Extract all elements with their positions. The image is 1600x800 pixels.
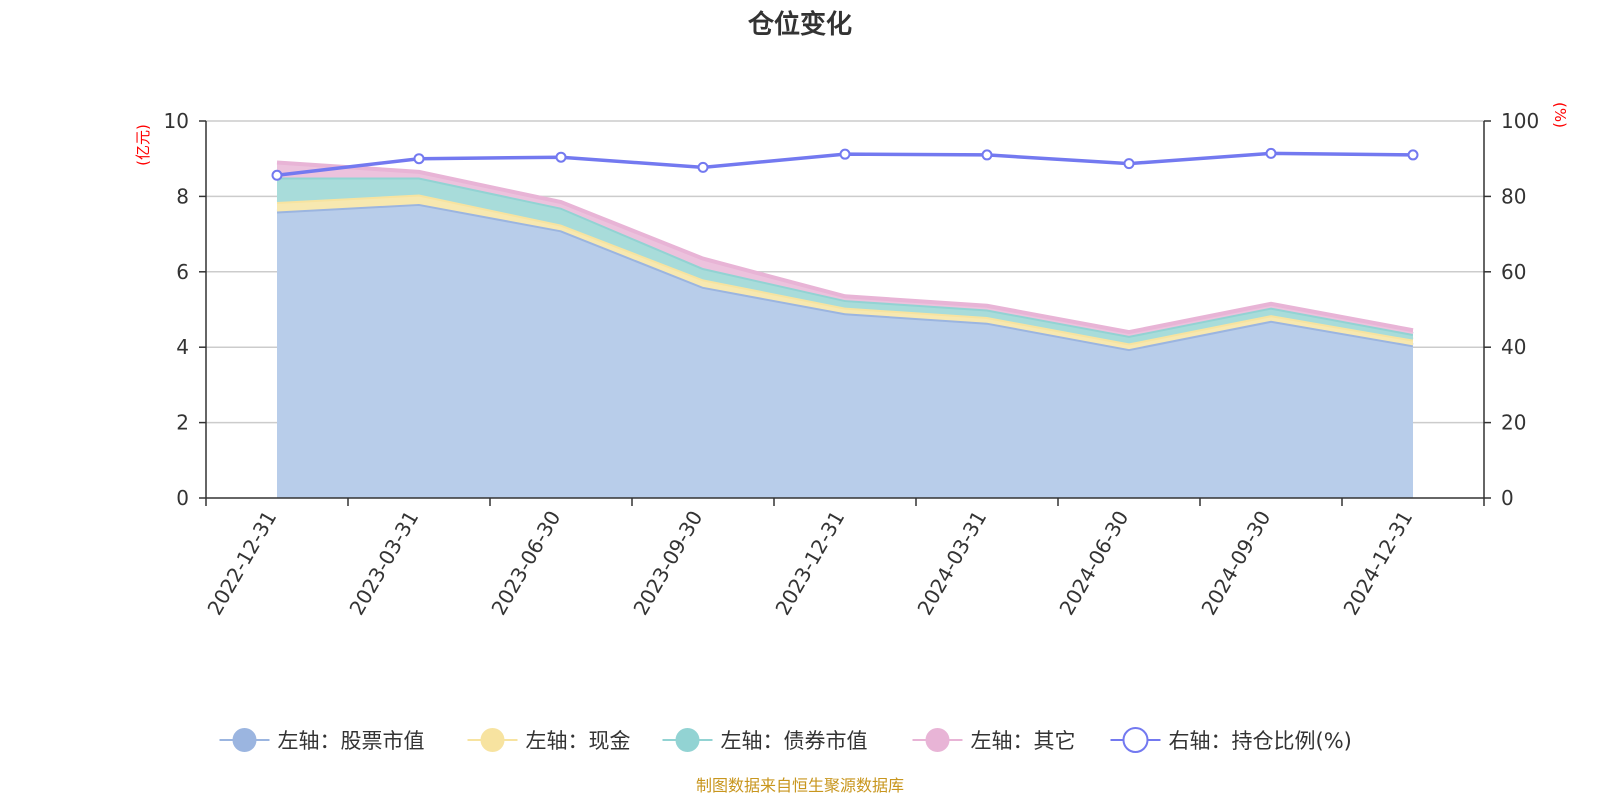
right-axis-tick-label: 100 [1501,109,1539,133]
area-line-3 [276,160,1414,335]
chart-title: 仓位变化 [747,9,852,40]
x-tick-label: 2022-12-31 [202,507,281,620]
legend: 左轴：股票市值 左轴：现金 左轴：债券市值 左轴：其它 右轴：持仓比例(%) [219,727,1352,753]
legend-marker [232,728,257,752]
x-tick-label: 2023-03-31 [344,507,423,620]
ratio-point [697,161,709,173]
legend-marker [675,728,700,752]
legend-marker [925,728,950,752]
area-3 [277,162,1413,336]
legend-item-2: 左轴：债券市值 [662,728,868,753]
x-tick-label: 2024-12-31 [1338,507,1417,620]
holding-ratio-series [271,147,1419,181]
left-axis-tick-label: 4 [176,335,189,359]
ratio-point [981,149,993,161]
area-2 [277,177,1413,344]
x-tick-label: 2024-06-30 [1054,507,1133,620]
legend-label: 左轴：股票市值 [278,729,425,753]
x-tick-label: 2023-12-31 [770,507,849,620]
legend-item-4: 右轴：持仓比例(%) [1110,727,1352,753]
left-axis-tick-label: 10 [164,109,189,133]
legend-item-0: 左轴：股票市值 [219,728,425,753]
area-0 [277,203,1413,498]
legend-label: 左轴：其它 [971,729,1076,753]
legend-label: 右轴：持仓比例(%) [1169,729,1352,753]
left-axis-tick-label: 6 [176,260,189,284]
ratio-point [555,151,567,163]
legend-marker [480,728,505,752]
data-source-note: 制图数据来自恒生聚源数据库 [696,776,904,795]
right-axis-tick-label: 0 [1501,486,1514,510]
left-axis-tick-label: 2 [176,411,189,435]
x-tick-label: 2023-06-30 [486,507,565,620]
right-axis-tick-label: 80 [1501,184,1526,208]
ratio-point [1123,158,1135,170]
ratio-point [839,148,851,160]
right-axis-tick-label: 60 [1501,260,1526,284]
ratio-point [413,153,425,165]
x-tick-label: 2023-09-30 [628,507,707,620]
left-axis-tick-label: 0 [176,486,189,510]
legend-item-1: 左轴：现金 [467,728,631,753]
legend-marker [1122,727,1149,753]
right-axis-tick-label: 40 [1501,335,1526,359]
stacked-areas [276,160,1414,498]
legend-label: 左轴：现金 [526,729,631,753]
legend-item-3: 左轴：其它 [912,728,1076,753]
right-axis-unit: (%) [1551,102,1569,128]
left-axis-tick-label: 8 [176,184,189,208]
ratio-point [271,169,283,181]
left-axis-unit: (亿元) [134,124,152,166]
x-tick-label: 2024-03-31 [912,507,991,620]
ratio-point [1265,147,1277,159]
ratio-point [1407,149,1419,161]
right-axis-tick-label: 20 [1501,411,1526,435]
x-tick-label: 2024-09-30 [1196,507,1275,620]
legend-label: 左轴：债券市值 [721,729,868,753]
